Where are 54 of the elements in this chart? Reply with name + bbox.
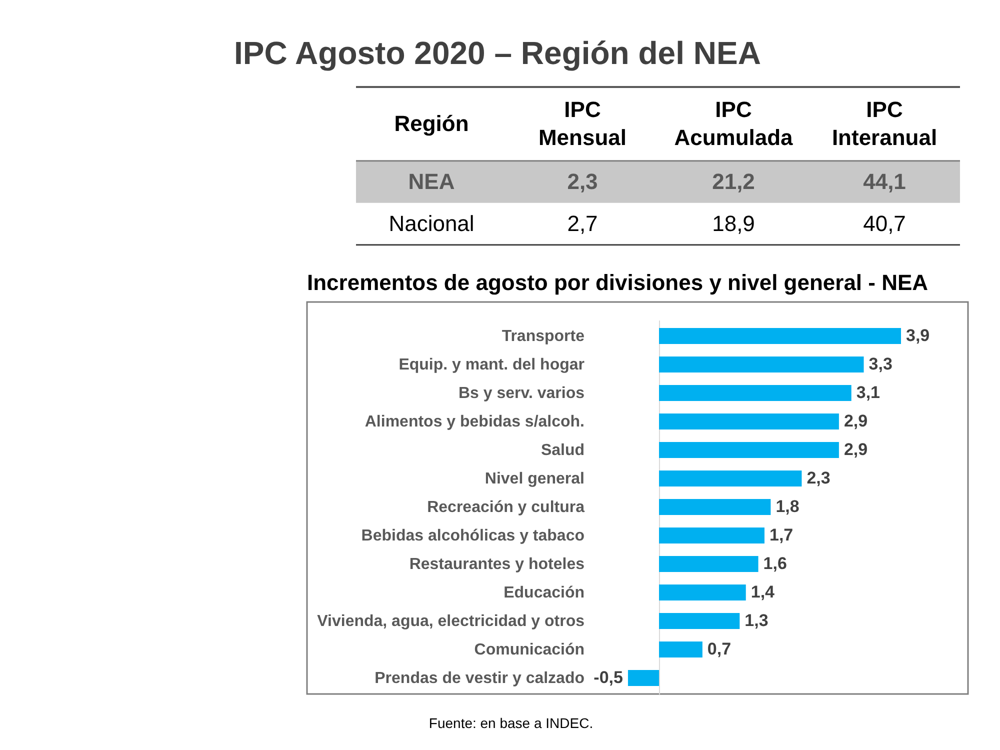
data-label: -0,5 [594,668,623,688]
data-label: 1,7 [769,526,794,545]
y-tick-label: Nivel general [484,470,584,488]
data-label: 2,7 [567,210,598,236]
data-label: 18,9 [712,210,755,236]
y-tick-label: Comunicación [474,642,584,659]
text: NEA [408,168,455,194]
bar [628,670,659,686]
y-tick-label: Alimentos y bebidas s/alcoh. [364,413,584,430]
data-label: 2,3 [806,468,830,488]
y-tick-label: Vivienda, agua, electricidad y otros [317,613,585,630]
text: Nacional [388,210,474,236]
data-label: 0,7 [707,640,732,659]
bar [659,414,839,430]
data-label: 40,7 [863,210,906,236]
data-label: 3,9 [906,326,930,345]
data-label: 3,3 [868,354,892,374]
data-label: 1,3 [744,611,768,630]
data-label: 44,1 [863,168,906,194]
bar [659,470,802,486]
data-label: 2,9 [844,440,868,459]
y-tick-label: Salud [540,442,584,459]
category-label: IPC Acumulada [674,96,794,150]
source-note: Fuente: en base a INDEC. [428,715,594,731]
y-tick-label: Restaurantes y hoteles [409,556,585,574]
y-tick-label: Educación [504,584,584,602]
bar [659,442,839,458]
data-label: 1,8 [776,497,800,516]
data-label: 2,9 [844,411,868,430]
data-label: 1,6 [763,554,787,574]
y-tick-label: Transporte [502,328,585,345]
category-label: IPC Mensual [538,96,627,150]
bar [659,528,764,544]
bar [659,556,758,572]
y-tick-label: Prendas de vestir y calzado [374,670,585,688]
chart-title: Incrementos de agosto por divisiones y nivel general - NEA [307,270,928,295]
bar [659,499,771,515]
category-label: IPC Interanual [832,96,938,150]
y-tick-label: Equip. y mant. del hogar [398,356,584,374]
data-label: 21,2 [712,168,755,194]
bar [659,384,852,401]
text: IPC Agosto 2020 – Región del NEA [234,35,761,71]
bar [659,642,702,658]
y-tick-label: Bs y serv. varios [458,384,585,402]
bar [659,356,864,372]
data-label: 1,4 [750,582,776,602]
bar [659,613,740,630]
y-tick-label: Bebidas alcohólicas y tabaco [361,528,585,545]
y-tick-label: Recreación y cultura [427,499,585,516]
data-label: 2,3 [567,168,598,194]
legend-title: Región [394,110,469,136]
bar [659,584,746,600]
data-label: 3,1 [856,382,880,402]
bar [659,328,901,344]
